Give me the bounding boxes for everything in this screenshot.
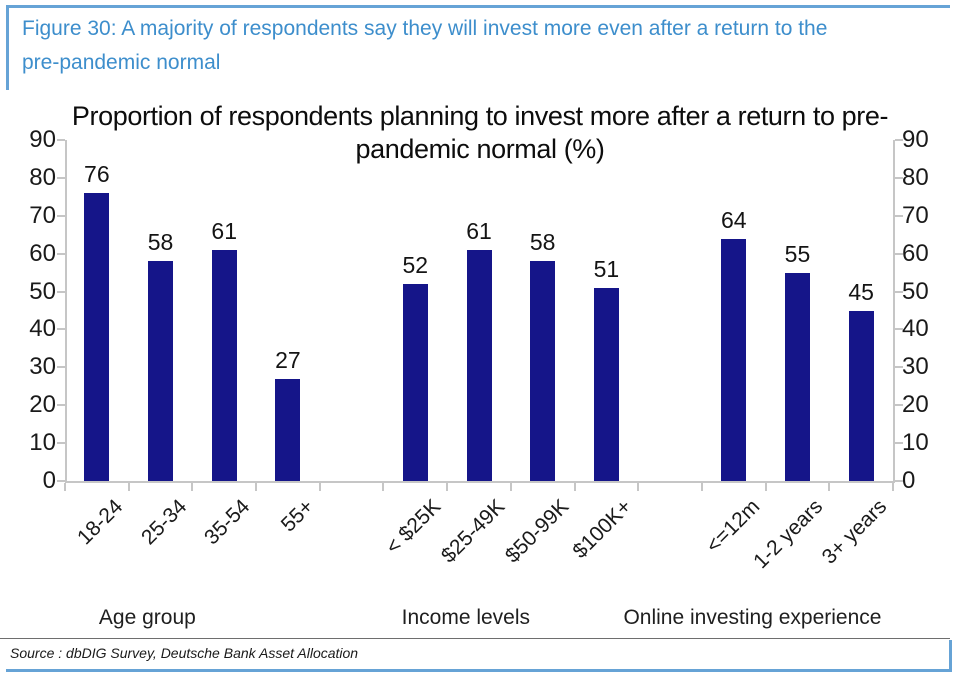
bar bbox=[84, 193, 110, 481]
y-axis-tick-label-right: 10 bbox=[902, 429, 929, 457]
bar bbox=[148, 261, 174, 481]
x-axis-line bbox=[65, 481, 895, 483]
y-axis-tick-mark-left bbox=[57, 214, 65, 217]
figure-frame-left-line bbox=[6, 5, 9, 90]
bar bbox=[848, 310, 874, 481]
bar bbox=[530, 261, 556, 481]
y-axis-tick-mark-right bbox=[895, 176, 903, 179]
x-axis-tick-mark bbox=[509, 483, 512, 491]
source-note: Source : dbDIG Survey, Deutsche Bank Ass… bbox=[10, 645, 359, 661]
y-axis-tick-mark-left bbox=[57, 366, 65, 369]
y-axis-tick-label-right: 80 bbox=[902, 163, 929, 191]
bar-value-label: 52 bbox=[402, 251, 429, 278]
y-axis-tick-mark-right bbox=[895, 252, 903, 255]
y-axis-tick-mark-left bbox=[57, 290, 65, 293]
bar bbox=[721, 238, 747, 481]
y-axis-tick-mark-right bbox=[895, 480, 903, 482]
y-axis-tick-mark-left bbox=[57, 404, 65, 407]
x-axis-tick-mark bbox=[127, 483, 130, 491]
y-axis-tick-mark-right bbox=[895, 139, 903, 141]
bar-value-label: 51 bbox=[593, 255, 620, 282]
y-axis-tick-mark-right bbox=[895, 404, 903, 407]
bar-value-label: 58 bbox=[529, 229, 556, 256]
bar-value-label: 55 bbox=[784, 240, 811, 267]
x-axis-tick-mark bbox=[828, 483, 831, 491]
y-axis-tick-label-left: 10 bbox=[29, 429, 56, 457]
y-axis-tick-mark-left bbox=[57, 139, 65, 141]
y-axis-tick-label-right: 90 bbox=[902, 126, 929, 153]
bar-value-label: 76 bbox=[84, 161, 110, 188]
x-axis-tick-mark bbox=[892, 483, 894, 491]
source-separator-line bbox=[0, 638, 950, 639]
x-axis-tick-mark bbox=[318, 483, 321, 491]
figure-caption: Figure 30: A majority of respondents say… bbox=[22, 17, 828, 74]
y-axis-tick-label-right: 20 bbox=[902, 391, 929, 419]
chart-title: Proportion of respondents planning to in… bbox=[71, 101, 889, 164]
x-axis-tick-mark bbox=[191, 483, 194, 491]
y-axis-tick-mark-right bbox=[895, 290, 903, 293]
x-axis-tick-mark bbox=[573, 483, 576, 491]
x-axis-tick-mark bbox=[255, 483, 258, 491]
figure-frame-top-line bbox=[6, 5, 950, 8]
y-axis-tick-mark-left bbox=[57, 252, 65, 255]
y-axis-tick-label-right: 70 bbox=[902, 201, 929, 229]
y-axis-tick-label-left: 80 bbox=[29, 163, 56, 191]
bar bbox=[784, 272, 810, 481]
y-axis-tick-mark-left bbox=[57, 328, 65, 331]
y-axis-tick-label-left: 50 bbox=[29, 277, 56, 305]
x-group-label: Income levels bbox=[401, 606, 531, 629]
y-axis-tick-label-right: 30 bbox=[902, 353, 929, 381]
x-axis-tick-mark bbox=[637, 483, 640, 491]
bar bbox=[211, 249, 237, 481]
y-axis-tick-mark-left bbox=[57, 480, 65, 482]
x-axis-tick-mark bbox=[764, 483, 767, 491]
bar-value-label: 61 bbox=[211, 217, 238, 244]
y-axis-line-left bbox=[65, 140, 67, 481]
y-axis-tick-mark-left bbox=[57, 442, 65, 445]
bar bbox=[275, 378, 301, 481]
y-axis-tick-label-right: 40 bbox=[902, 315, 929, 343]
y-axis-tick-label-right: 50 bbox=[902, 277, 929, 305]
bar-value-label: 58 bbox=[147, 229, 174, 256]
y-axis-line-right bbox=[893, 140, 895, 481]
x-axis-tick-mark bbox=[446, 483, 449, 491]
y-axis-tick-label-right: 60 bbox=[902, 239, 929, 267]
bar bbox=[593, 287, 619, 481]
bar-value-label: 61 bbox=[466, 217, 492, 244]
x-group-label: Age group bbox=[98, 606, 196, 629]
x-axis-tick-mark bbox=[64, 483, 66, 491]
y-axis-tick-label-left: 30 bbox=[29, 353, 56, 381]
bar-value-label: 45 bbox=[848, 278, 874, 305]
y-axis-tick-label-left: 40 bbox=[29, 315, 56, 343]
y-axis-tick-mark-right bbox=[895, 442, 903, 445]
bar-value-label: 64 bbox=[720, 206, 747, 233]
y-axis-tick-label-left: 20 bbox=[29, 391, 56, 419]
y-axis-tick-mark-right bbox=[895, 366, 903, 369]
y-axis-tick-label-left: 0 bbox=[42, 467, 56, 494]
y-axis-tick-label-right: 0 bbox=[902, 467, 916, 494]
y-axis-tick-mark-right bbox=[895, 328, 903, 331]
y-axis-tick-mark-right bbox=[895, 214, 903, 217]
x-group-label: Online investing experience bbox=[623, 606, 882, 629]
x-axis-tick-mark bbox=[382, 483, 385, 491]
bar-value-label: 27 bbox=[275, 346, 301, 373]
bar bbox=[466, 249, 492, 481]
y-axis-tick-label-left: 60 bbox=[29, 239, 56, 267]
bar bbox=[402, 283, 428, 481]
y-axis-tick-label-left: 90 bbox=[29, 126, 56, 153]
figure-frame-right-line bbox=[949, 640, 952, 672]
y-axis-tick-label-left: 70 bbox=[29, 201, 56, 229]
y-axis-tick-mark-left bbox=[57, 176, 65, 179]
figure-frame-bottom-line bbox=[6, 669, 950, 672]
x-axis-tick-mark bbox=[700, 483, 703, 491]
